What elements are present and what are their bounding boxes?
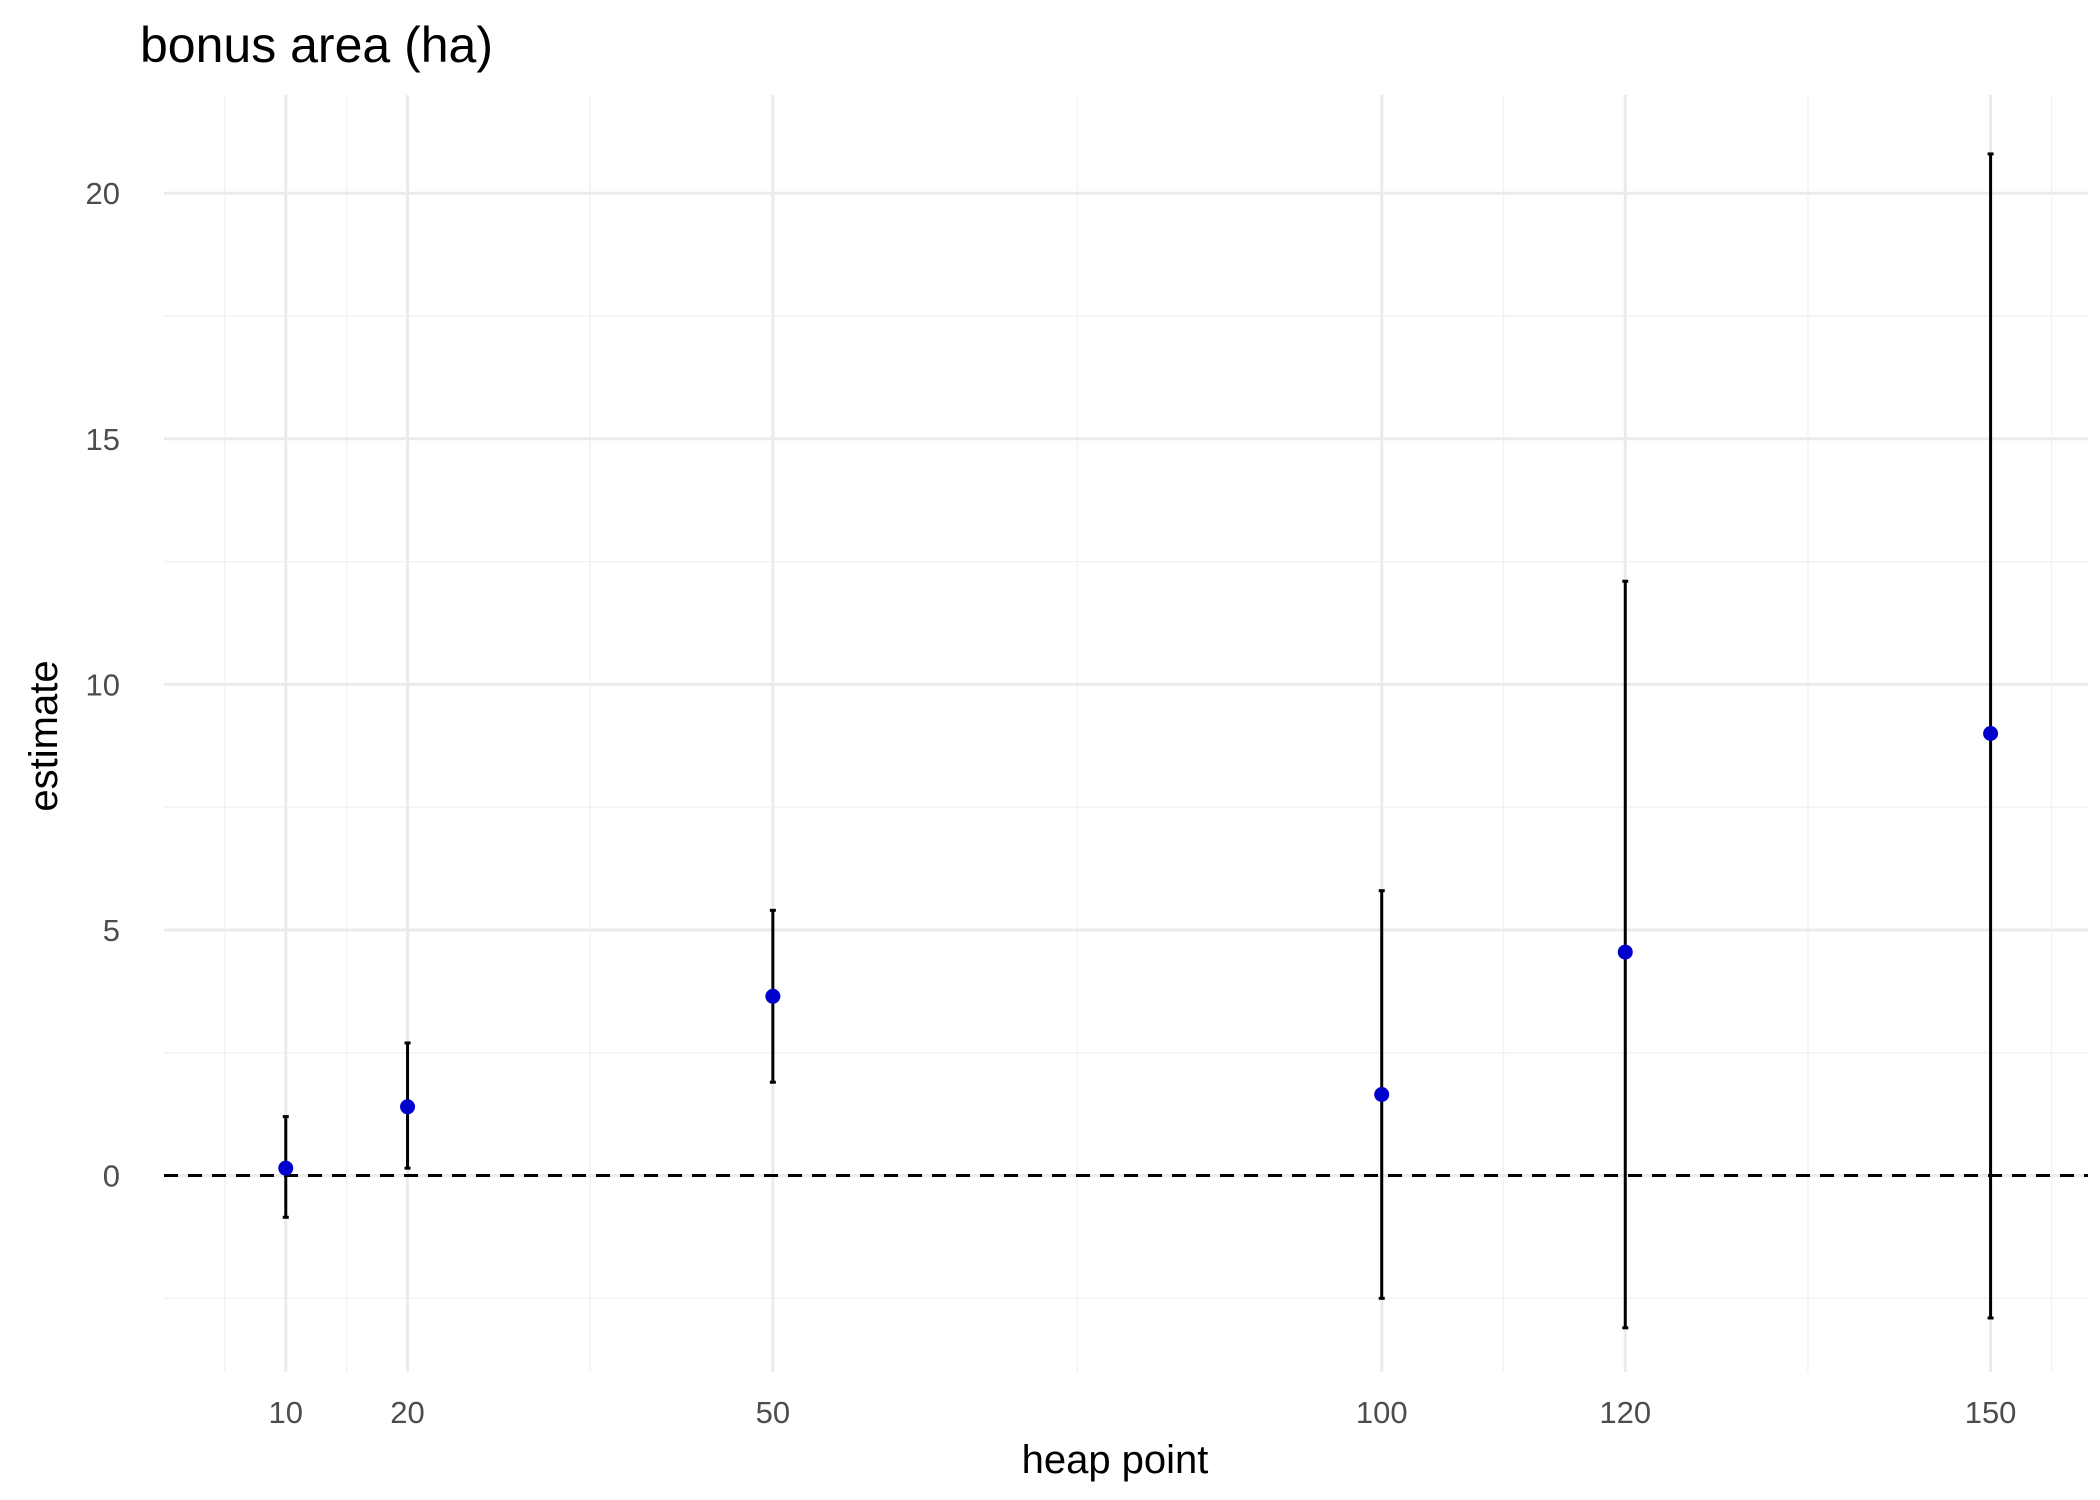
data-point [1374,1086,1390,1102]
major-gridlines [164,95,2088,1372]
data-point [1983,726,1999,741]
data-points [278,726,1999,1176]
y-tick-label: 20 [86,176,120,211]
y-tick-label: 15 [86,422,120,457]
x-tick-label: 100 [1356,1395,1408,1430]
chart-title: bonus area (ha) [140,17,493,73]
data-point [1617,944,1633,960]
error-bars [282,152,1994,1330]
x-tick-label: 150 [1965,1395,2017,1430]
data-point [278,1160,294,1176]
x-axis-title: heap point [1022,1438,1209,1482]
data-point [400,1099,416,1115]
minor-gridlines [164,95,2088,1372]
data-point [765,988,781,1004]
x-tick-label: 20 [390,1395,424,1430]
tick-labels: 10 20 50 100 120 150 0 5 10 15 20 [86,176,2017,1430]
y-axis-title: estimate [22,660,66,811]
y-tick-label: 10 [86,667,120,702]
x-tick-label: 120 [1599,1395,1651,1430]
x-tick-label: 50 [756,1395,790,1430]
y-tick-label: 0 [103,1159,120,1194]
y-tick-label: 5 [103,913,120,948]
x-tick-label: 10 [269,1395,303,1430]
